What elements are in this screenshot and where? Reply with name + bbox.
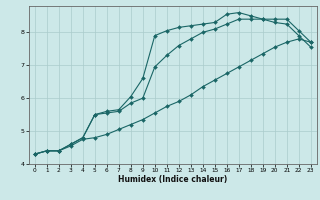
X-axis label: Humidex (Indice chaleur): Humidex (Indice chaleur) [118, 175, 228, 184]
